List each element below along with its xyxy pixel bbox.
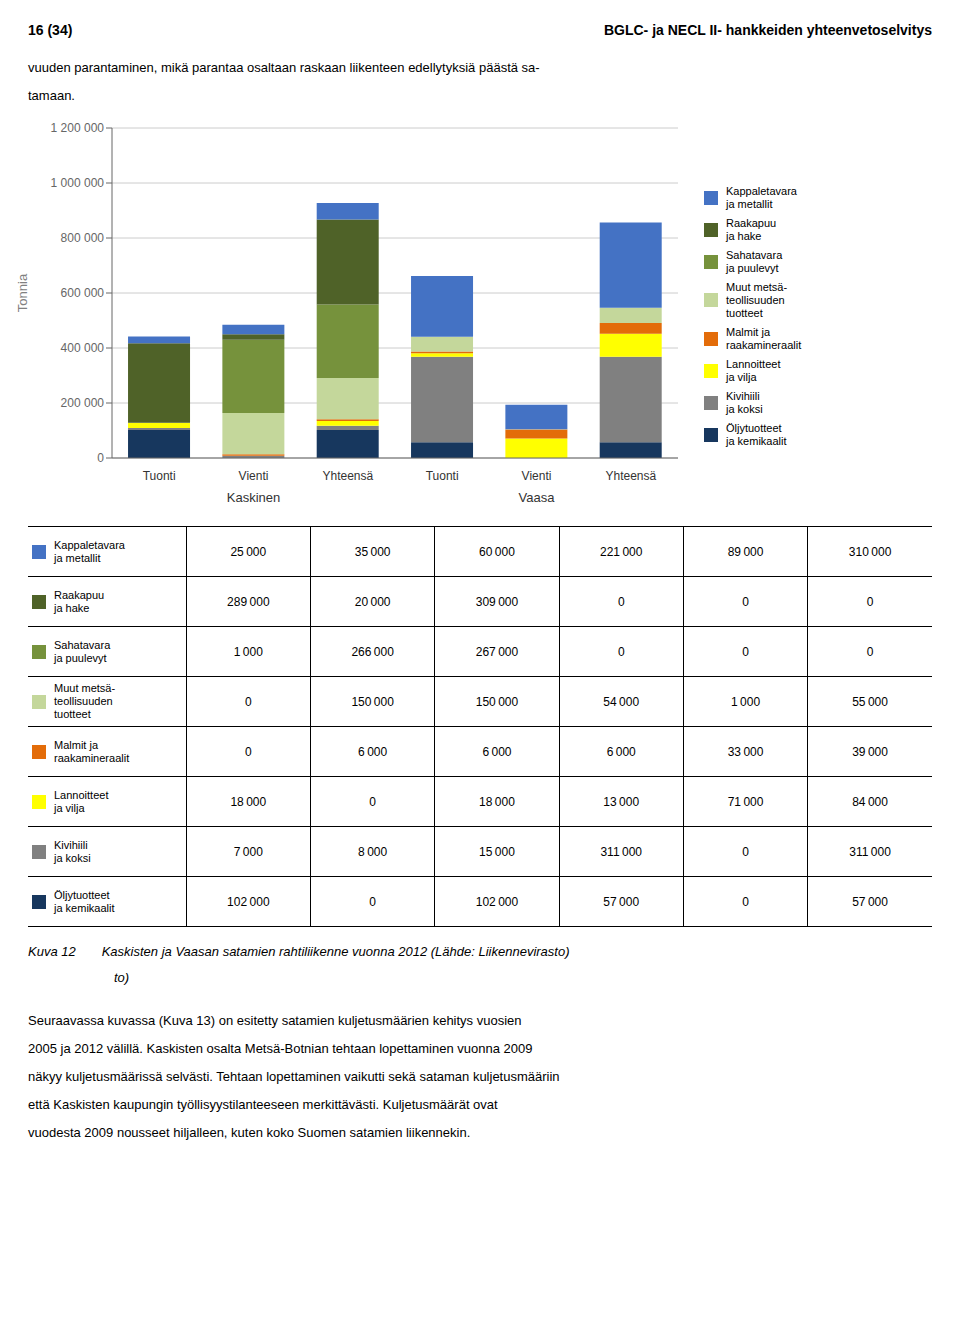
- html-text:33 000: 33 000: [727, 744, 764, 759]
- html-text:0: 0: [742, 844, 749, 859]
- html-text:7 000: 7 000: [233, 844, 263, 859]
- html-text:266 000: 266 000: [351, 644, 394, 659]
- svg-text:Tuonti: Tuonti: [143, 469, 176, 483]
- html-text:Lannoitteet ja vilja: Lannoitteet ja vilja: [54, 788, 109, 814]
- html-text:102 000: 102 000: [227, 894, 270, 909]
- html-text:221 000: 221 000: [600, 544, 643, 559]
- html-text:tamaan.: tamaan.: [28, 88, 75, 103]
- html-text:Kappaletavara ja metallit: Kappaletavara ja metallit: [54, 538, 125, 564]
- html-text:Malmit ja raakamineraalit: Malmit ja raakamineraalit: [54, 738, 130, 764]
- svg-text:1 000 000: 1 000 000: [51, 176, 105, 190]
- html-text:18 000: 18 000: [230, 794, 267, 809]
- html-text:Kappaletavara ja metallit: Kappaletavara ja metallit: [726, 184, 797, 210]
- html-text:311 000: 311 000: [600, 844, 642, 859]
- html-text:0: 0: [742, 594, 749, 609]
- svg-text:Tuonti: Tuonti: [426, 469, 459, 483]
- html-text:vuuden parantaminen, mikä para: vuuden parantaminen, mikä parantaa osalt…: [28, 60, 540, 75]
- svg-text:Vaasa: Vaasa: [519, 490, 556, 505]
- html-text:to): to): [114, 970, 130, 985]
- html-text:Öljytuotteet ja kemikaalit: Öljytuotteet ja kemikaalit: [726, 421, 787, 447]
- html-text:150 000: 150 000: [475, 694, 519, 709]
- html-text:16 (34): 16 (34): [28, 22, 73, 38]
- html-text:0: 0: [866, 644, 874, 659]
- html-text:Muut metsä- teollisuuden tuott: Muut metsä- teollisuuden tuotteet: [54, 682, 116, 720]
- html-text:8 000: 8 000: [358, 844, 388, 859]
- html-text:Öljytuotteet ja kemikaalit: Öljytuotteet ja kemikaalit: [54, 888, 115, 914]
- html-text:0: 0: [617, 594, 625, 609]
- svg-text:600 000: 600 000: [61, 286, 105, 300]
- html-text:6 000: 6 000: [358, 744, 388, 759]
- html-text:60 000: 60 000: [479, 544, 515, 559]
- html-text:vuodesta 2009 nousseet hiljall: vuodesta 2009 nousseet hiljalleen, kuten…: [28, 1125, 471, 1140]
- html-text:6 000: 6 000: [606, 744, 636, 759]
- html-text:2005 ja 2012 välillä. Kaskiste: 2005 ja 2012 välillä. Kaskisten osalta M…: [28, 1041, 533, 1056]
- html-text:Sahatavara ja puulevyt: Sahatavara ja puulevyt: [54, 638, 111, 664]
- html-text:89 000: 89 000: [727, 544, 764, 559]
- html-text:että Kaskisten kaupungin työll: että Kaskisten kaupungin työllisyystilan…: [28, 1097, 498, 1112]
- html-text:Raakapuu ja hake: Raakapuu ja hake: [54, 588, 105, 614]
- svg-text:1 200 000: 1 200 000: [51, 121, 105, 135]
- svg-text:400 000: 400 000: [61, 341, 105, 355]
- html-text:Seuraavassa kuvassa (Kuva 13): Seuraavassa kuvassa (Kuva 13) on esitett…: [28, 1013, 522, 1028]
- html-text:267 000: 267 000: [475, 644, 519, 659]
- html-text:15 000: 15 000: [479, 844, 515, 859]
- svg-text:Tonnia: Tonnia: [15, 273, 30, 312]
- svg-text:Kaskinen: Kaskinen: [227, 490, 280, 505]
- html-text:Lannoitteet ja vilja: Lannoitteet ja vilja: [726, 357, 781, 383]
- svg-text:Yhteensä: Yhteensä: [322, 469, 373, 483]
- html-text:Kuva 12 Kaskisten ja Vaasan sa: Kuva 12 Kaskisten ja Vaasan satamien rah…: [28, 944, 570, 959]
- html-text:55 000: 55 000: [852, 694, 888, 709]
- html-text:57 000: 57 000: [603, 894, 640, 909]
- html-text:Raakapuu ja hake: Raakapuu ja hake: [726, 216, 777, 242]
- svg-text:800 000: 800 000: [61, 231, 105, 245]
- html-text:0: 0: [245, 744, 252, 759]
- html-text:35 000: 35 000: [354, 544, 391, 559]
- svg-text:Yhteensä: Yhteensä: [605, 469, 656, 483]
- html-text:0: 0: [369, 894, 376, 909]
- svg-text:Vienti: Vienti: [522, 469, 552, 483]
- html-text:13 000: 13 000: [603, 794, 640, 809]
- html-text:0: 0: [617, 644, 625, 659]
- html-text:39 000: 39 000: [852, 744, 888, 759]
- html-text:1 000: 1 000: [731, 694, 761, 709]
- html-text:102 000: 102 000: [475, 894, 519, 909]
- html-text:309 000: 309 000: [475, 594, 519, 609]
- html-text:310 000: 310 000: [848, 544, 892, 559]
- html-text:25 000: 25 000: [230, 544, 267, 559]
- html-text:Muut metsä- teollisuuden tuott: Muut metsä- teollisuuden tuotteet: [726, 280, 788, 319]
- svg-text:Vienti: Vienti: [239, 469, 269, 483]
- html-text:Kivihiili ja koksi: Kivihiili ja koksi: [54, 838, 91, 864]
- html-text:Kivihiili ja koksi: Kivihiili ja koksi: [726, 389, 763, 415]
- svg-text:200 000: 200 000: [61, 396, 105, 410]
- html-text:18 000: 18 000: [479, 794, 515, 809]
- html-text:84 000: 84 000: [852, 794, 888, 809]
- html-text:0: 0: [742, 894, 749, 909]
- html-text:0: 0: [866, 594, 874, 609]
- html-text:Malmit ja raakamineraalit: Malmit ja raakamineraalit: [726, 325, 802, 351]
- html-text:71 000: 71 000: [727, 794, 764, 809]
- svg-text:0: 0: [97, 451, 104, 465]
- html-text:289 000: 289 000: [227, 594, 270, 609]
- html-text:Sahatavara ja puulevyt: Sahatavara ja puulevyt: [726, 248, 783, 274]
- html-text:150 000: 150 000: [351, 694, 394, 709]
- html-text:20 000: 20 000: [354, 594, 391, 609]
- html-text:0: 0: [245, 694, 252, 709]
- html-text:311 000: 311 000: [849, 844, 891, 859]
- html-text:0: 0: [369, 794, 376, 809]
- html-text:0: 0: [742, 644, 749, 659]
- html-text:1 000: 1 000: [233, 644, 263, 659]
- html-text:näkyy kuljetusmäärissä selväst: näkyy kuljetusmäärissä selvästi. Tehtaan…: [28, 1069, 560, 1084]
- html-text:57 000: 57 000: [852, 894, 888, 909]
- html-text:6 000: 6 000: [482, 744, 512, 759]
- html-text:54 000: 54 000: [603, 694, 640, 709]
- html-text:BGLC- ja NECL II- hankkeiden y: BGLC- ja NECL II- hankkeiden yhteenvetos…: [603, 22, 932, 38]
